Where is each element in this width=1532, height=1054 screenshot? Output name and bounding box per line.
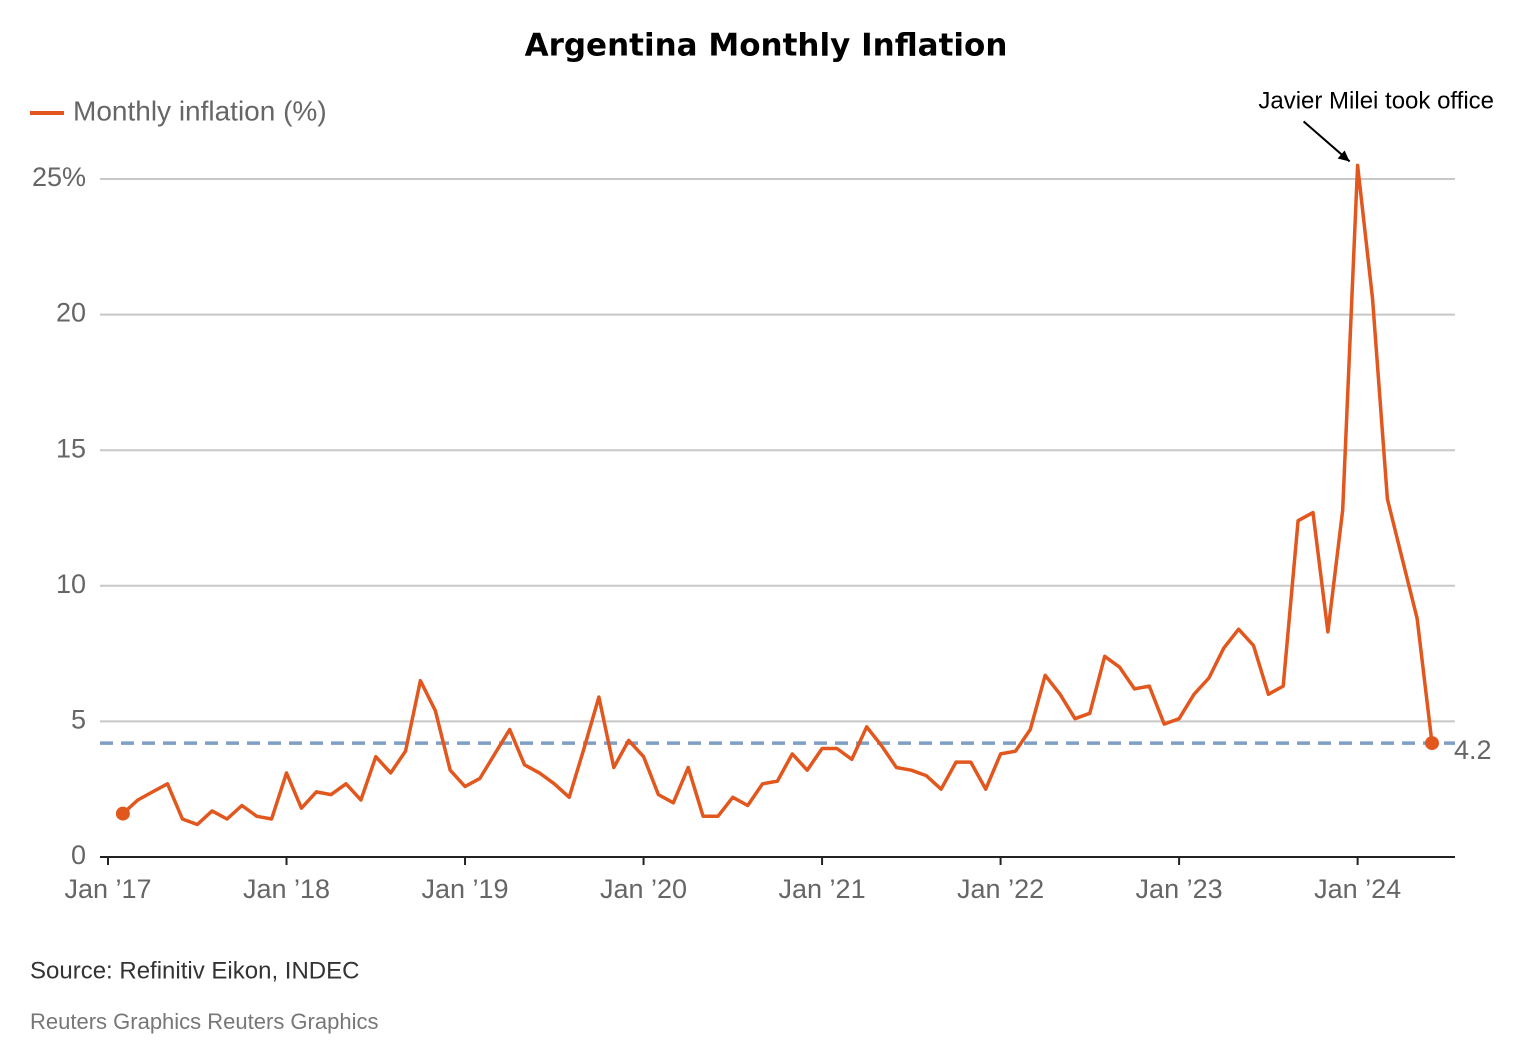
chart-title: Argentina Monthly Inflation bbox=[525, 28, 1008, 64]
x-tick-label: Jan ’20 bbox=[600, 874, 687, 904]
y-tick-label: 0 bbox=[71, 840, 86, 870]
line-series bbox=[121, 163, 1434, 827]
x-tick-label: Jan ’19 bbox=[421, 874, 508, 904]
reference-label: 4.2 bbox=[1454, 735, 1492, 765]
x-tick-label: Jan ’24 bbox=[1314, 874, 1401, 904]
annotation-arrowhead bbox=[1337, 150, 1350, 162]
source: Source: Refinitiv Eikon, INDEC bbox=[30, 957, 359, 984]
annotation: Javier Milei took office bbox=[1258, 87, 1494, 114]
legend-label: Monthly inflation (%) bbox=[73, 95, 327, 126]
y-tick-label: 15 bbox=[56, 433, 86, 463]
x-tick-label: Jan ’23 bbox=[1136, 874, 1223, 904]
end-dot bbox=[1425, 736, 1439, 751]
credit: Reuters Graphics Reuters Graphics bbox=[30, 1009, 378, 1034]
y-tick-label: 10 bbox=[56, 569, 86, 599]
y-tick-label: 25% bbox=[32, 162, 86, 192]
end-dot bbox=[115, 806, 130, 821]
y-tick-label: 5 bbox=[71, 705, 86, 735]
y-tick-label: 20 bbox=[56, 298, 86, 328]
x-tick-label: Jan ’21 bbox=[779, 874, 866, 904]
x-tick-label: Jan ’17 bbox=[64, 874, 151, 904]
x-tick-label: Jan ’18 bbox=[243, 874, 330, 904]
x-tick-label: Jan ’22 bbox=[957, 874, 1044, 904]
